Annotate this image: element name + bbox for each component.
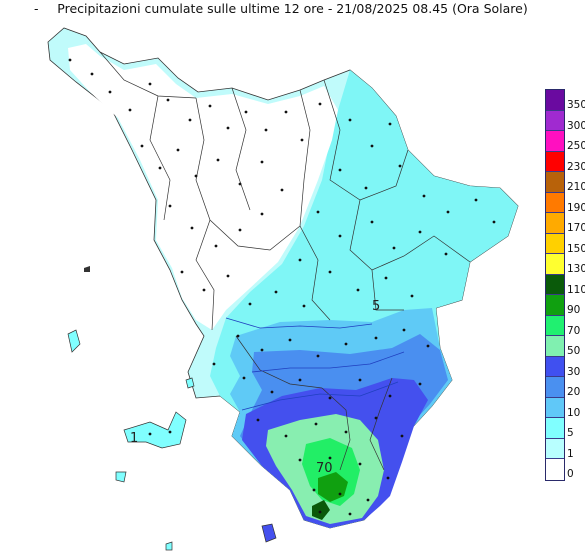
legend-label-20: 20: [567, 386, 581, 398]
legend-label-170: 170: [567, 222, 585, 234]
legend-swatch-90: [546, 295, 564, 316]
legend-label-90: 90: [567, 304, 581, 316]
legend-label-5: 5: [567, 427, 574, 439]
island-montecristo: [185, 377, 195, 389]
province-boundaries: [99, 51, 471, 471]
legend-label-190: 190: [567, 201, 585, 214]
island-gorgona: [84, 266, 90, 272]
legend-label-70: 70: [567, 324, 581, 337]
legend-swatch-110: [546, 274, 564, 295]
legend-label-1: 1: [567, 447, 574, 460]
color-scale-legend: [545, 89, 565, 481]
legend-swatch-170: [546, 213, 564, 234]
legend-label-150: 150: [567, 242, 585, 255]
island-gorgona-2: [165, 541, 173, 551]
legend-swatch-150: [546, 233, 564, 254]
legend-label-10: 10: [567, 406, 581, 419]
legend-swatch-1: [546, 438, 564, 459]
island-giglio: [261, 523, 277, 543]
zone-dry: [68, 44, 338, 330]
legend-swatch-5: [546, 418, 564, 439]
island-pianosa: [115, 471, 127, 483]
legend-swatch-10: [546, 397, 564, 418]
legend-swatch-130: [546, 254, 564, 275]
legend-swatch-250: [546, 131, 564, 152]
legend-label-0: 0: [567, 468, 574, 480]
isoline-label-5: 5: [372, 299, 380, 314]
legend-swatch-300: [546, 110, 564, 131]
legend-label-300: 300: [567, 119, 585, 132]
legend-label-30: 30: [567, 365, 581, 378]
legend-label-250: 250: [567, 140, 585, 152]
legend-label-210: 210: [567, 181, 585, 193]
legend-label-230: 230: [567, 160, 585, 173]
legend-swatch-70: [546, 315, 564, 336]
isoline-label-70: 70: [316, 461, 333, 476]
legend-swatch-210: [546, 172, 564, 193]
legend-swatch-30: [546, 356, 564, 377]
corner-dash: -: [34, 1, 39, 16]
isoline-label-1: 1: [130, 431, 138, 446]
legend-swatch-0: [546, 459, 564, 480]
legend-swatch-50: [546, 336, 564, 357]
legend-label-130: 130: [567, 263, 585, 275]
legend-swatch-20: [546, 377, 564, 398]
legend-label-50: 50: [567, 345, 581, 357]
legend-label-110: 110: [567, 283, 585, 296]
legend-swatch-230: [546, 151, 564, 172]
isolines: [225, 317, 405, 411]
legend-label-350: 350: [567, 99, 585, 111]
island-elba: [123, 411, 187, 449]
title-text: Precipitazioni cumulate sulle ultime 12 …: [57, 1, 528, 16]
map-title: - Precipitazioni cumulate sulle ultime 1…: [0, 1, 585, 16]
legend-swatch-350: [546, 90, 564, 111]
zone-110mm: [312, 500, 330, 520]
island-capraia: [67, 329, 81, 353]
legend-swatch-190: [546, 192, 564, 213]
station-dots: [68, 58, 496, 516]
